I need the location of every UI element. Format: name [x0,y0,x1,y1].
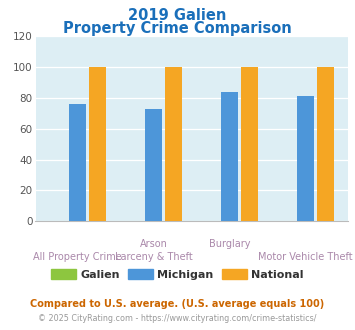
Text: All Property Crime: All Property Crime [33,252,122,262]
Bar [89,67,106,221]
Text: © 2025 CityRating.com - https://www.cityrating.com/crime-statistics/: © 2025 CityRating.com - https://www.city… [38,314,317,323]
Text: Arson: Arson [140,239,168,249]
Text: Property Crime Comparison: Property Crime Comparison [63,21,292,36]
Legend: Galien, Michigan, National: Galien, Michigan, National [47,265,308,284]
Bar [146,109,162,221]
Text: Motor Vehicle Theft: Motor Vehicle Theft [258,252,353,262]
Bar [70,104,86,221]
Text: Larceny & Theft: Larceny & Theft [115,252,193,262]
Bar [221,92,238,221]
Text: Burglary: Burglary [209,239,250,249]
Text: 2019 Galien: 2019 Galien [128,8,227,23]
Bar [165,67,182,221]
Bar [297,96,314,221]
Bar [241,67,258,221]
Bar [317,67,334,221]
Text: Compared to U.S. average. (U.S. average equals 100): Compared to U.S. average. (U.S. average … [31,299,324,309]
